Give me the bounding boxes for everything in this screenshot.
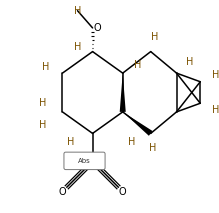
- Polygon shape: [123, 112, 153, 136]
- Text: H: H: [128, 137, 135, 147]
- Text: H: H: [186, 57, 193, 67]
- Text: H: H: [212, 70, 219, 80]
- Text: H: H: [149, 144, 157, 154]
- Text: H: H: [212, 105, 219, 115]
- Text: H: H: [134, 59, 141, 69]
- Text: H: H: [151, 32, 159, 42]
- Text: O: O: [119, 187, 127, 197]
- Text: O: O: [93, 23, 101, 33]
- Text: H: H: [67, 137, 75, 147]
- Text: H: H: [39, 98, 47, 108]
- FancyBboxPatch shape: [64, 152, 105, 170]
- Text: H: H: [39, 120, 47, 130]
- Text: H: H: [42, 62, 49, 72]
- Polygon shape: [120, 73, 126, 112]
- Text: Abs: Abs: [78, 158, 91, 164]
- Text: H: H: [74, 6, 81, 16]
- Text: H: H: [74, 42, 81, 52]
- Text: O: O: [59, 187, 66, 197]
